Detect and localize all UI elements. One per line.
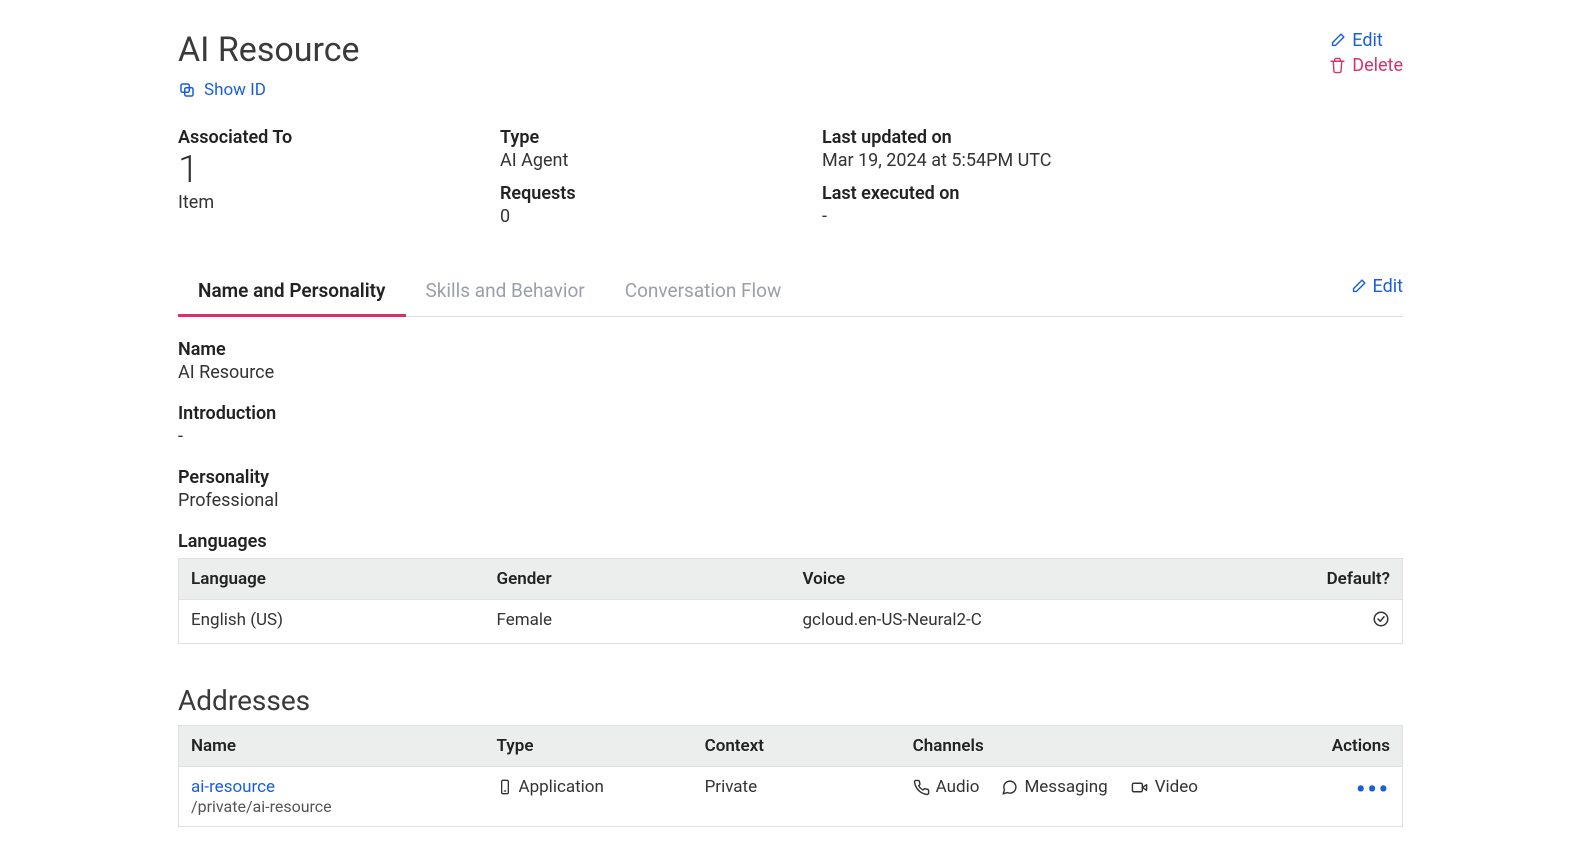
channel-video-label: Video	[1155, 777, 1198, 797]
cell-voice: gcloud.en-US-Neural2-C	[791, 600, 1281, 644]
channel-video: Video	[1130, 777, 1198, 797]
cell-language: English (US)	[179, 600, 485, 644]
associated-to-count: 1	[178, 150, 500, 192]
cell-addr-type: Application	[485, 767, 693, 827]
delete-button[interactable]: Delete	[1329, 55, 1403, 76]
last-executed-label: Last executed on	[822, 183, 1403, 204]
col-voice: Voice	[791, 559, 1281, 600]
cell-addr-actions: •••	[1280, 767, 1402, 827]
col-addr-channels: Channels	[901, 726, 1280, 767]
tab-skills-behavior[interactable]: Skills and Behavior	[406, 267, 605, 317]
introduction-label: Introduction	[178, 403, 1403, 424]
channel-audio-label: Audio	[936, 777, 980, 797]
cell-gender: Female	[485, 600, 791, 644]
tabs: Name and Personality Skills and Behavior…	[178, 267, 1403, 317]
application-icon	[497, 778, 513, 796]
languages-label: Languages	[178, 531, 1403, 552]
edit-button[interactable]: Edit	[1329, 30, 1382, 51]
requests-value: 0	[500, 206, 822, 227]
tab-conversation-flow[interactable]: Conversation Flow	[605, 267, 802, 317]
delete-label: Delete	[1352, 55, 1403, 76]
tab-edit-button[interactable]: Edit	[1350, 276, 1403, 307]
tab-name-personality[interactable]: Name and Personality	[178, 267, 406, 317]
col-addr-actions: Actions	[1280, 726, 1402, 767]
languages-table: Language Gender Voice Default? English (…	[178, 558, 1403, 644]
introduction-value: -	[178, 426, 1403, 447]
chat-icon	[1001, 779, 1018, 796]
phone-icon	[913, 779, 930, 796]
row-actions-button[interactable]: •••	[1356, 775, 1390, 805]
col-default: Default?	[1280, 559, 1402, 600]
address-name-link[interactable]: ai-resource	[191, 777, 473, 797]
name-value: AI Resource	[178, 362, 1403, 383]
associated-to-unit: Item	[178, 192, 500, 213]
video-icon	[1130, 779, 1149, 796]
associated-to-label: Associated To	[178, 127, 500, 148]
addresses-table: Name Type Context Channels Actions ai-re…	[178, 725, 1403, 827]
page-title: AI Resource	[178, 30, 360, 70]
table-row: English (US) Female gcloud.en-US-Neural2…	[179, 600, 1403, 644]
show-id-label: Show ID	[204, 80, 266, 100]
last-updated-value: Mar 19, 2024 at 5:54PM UTC	[822, 150, 1403, 171]
personality-label: Personality	[178, 467, 1403, 488]
channel-messaging-label: Messaging	[1024, 777, 1107, 797]
check-circle-icon	[1372, 610, 1390, 628]
copy-icon	[178, 81, 196, 99]
trash-icon	[1329, 57, 1346, 74]
type-label: Type	[500, 127, 822, 148]
col-addr-name: Name	[179, 726, 485, 767]
col-language: Language	[179, 559, 485, 600]
requests-label: Requests	[500, 183, 822, 204]
col-addr-context: Context	[693, 726, 901, 767]
name-label: Name	[178, 339, 1403, 360]
cell-addr-context: Private	[693, 767, 901, 827]
cell-default	[1280, 600, 1402, 644]
col-addr-type: Type	[485, 726, 693, 767]
cell-addr-channels: Audio Messaging Video	[901, 767, 1280, 827]
address-path: /private/ai-resource	[191, 797, 473, 816]
table-row: ai-resource /private/ai-resource Applica…	[179, 767, 1403, 827]
edit-label: Edit	[1352, 30, 1382, 51]
address-type-value: Application	[519, 777, 604, 797]
last-executed-value: -	[822, 206, 1403, 227]
pencil-icon	[1350, 278, 1367, 295]
last-updated-label: Last updated on	[822, 127, 1403, 148]
show-id-button[interactable]: Show ID	[178, 80, 266, 100]
pencil-icon	[1329, 32, 1346, 49]
cell-addr-name: ai-resource /private/ai-resource	[179, 767, 485, 827]
col-gender: Gender	[485, 559, 791, 600]
type-value: AI Agent	[500, 150, 822, 171]
personality-value: Professional	[178, 490, 1403, 511]
channel-messaging: Messaging	[1001, 777, 1107, 797]
tab-edit-label: Edit	[1373, 276, 1403, 297]
addresses-title: Addresses	[178, 684, 1403, 717]
channel-audio: Audio	[913, 777, 980, 797]
